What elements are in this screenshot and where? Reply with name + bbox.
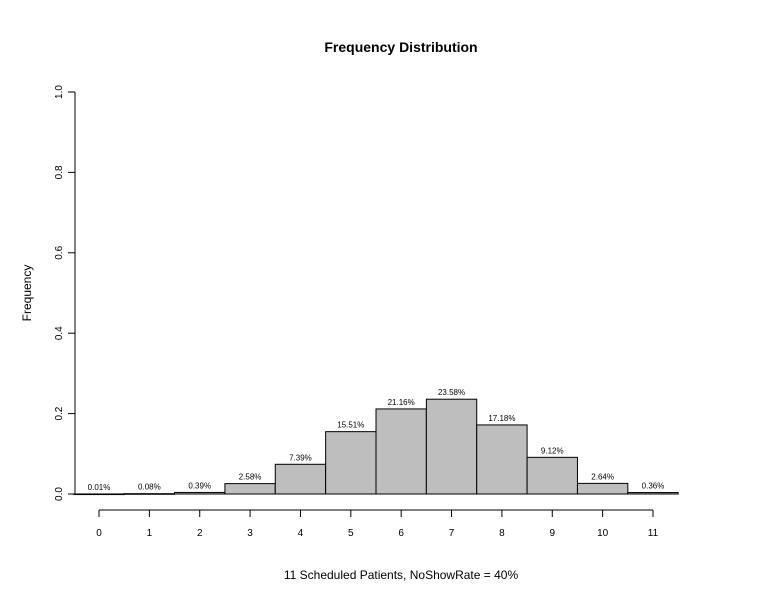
data-label: 17.18% <box>488 414 515 423</box>
x-tick-label: 2 <box>197 528 203 539</box>
bar <box>425 398 478 495</box>
bar <box>476 424 528 495</box>
bar <box>627 492 679 495</box>
y-tick-label: 1.0 <box>54 85 65 99</box>
bar <box>325 431 377 495</box>
data-label: 7.39% <box>289 453 312 462</box>
y-tick-label: 0.4 <box>54 326 65 340</box>
data-label: 0.08% <box>138 483 161 492</box>
x-tick-label: 0 <box>96 528 102 539</box>
y-tick-label: 0.6 <box>54 245 65 259</box>
data-label: 23.58% <box>438 388 465 397</box>
data-label: 2.64% <box>591 472 614 481</box>
data-label: 21.16% <box>388 398 415 407</box>
data-label: 0.39% <box>188 481 211 490</box>
data-label: 9.12% <box>541 446 564 455</box>
x-tick-label: 3 <box>247 528 253 539</box>
data-label: 2.58% <box>239 473 262 482</box>
x-tick-label: 8 <box>499 528 505 539</box>
x-tick-label: 6 <box>398 528 404 539</box>
bar <box>375 408 427 495</box>
y-axis-label: Frequency <box>20 265 34 322</box>
bar <box>73 493 125 496</box>
bar <box>224 483 276 495</box>
data-label: 0.01% <box>88 483 111 492</box>
bar <box>123 493 176 495</box>
bar <box>174 491 226 495</box>
y-tick-label: 0.0 <box>54 487 65 501</box>
bar <box>274 463 327 495</box>
x-tick-label: 9 <box>549 528 555 539</box>
y-tick-label: 0.8 <box>54 165 65 179</box>
chart-title: Frequency Distribution <box>324 39 477 55</box>
x-tick-label: 7 <box>449 528 455 539</box>
x-tick-label: 1 <box>147 528 153 539</box>
data-label: 0.36% <box>642 482 665 491</box>
data-label: 15.51% <box>337 421 364 430</box>
y-tick-label: 0.2 <box>54 406 65 420</box>
bar <box>576 482 629 495</box>
x-tick-label: 10 <box>597 528 609 539</box>
x-tick-label: 11 <box>648 528 659 539</box>
x-tick-label: 4 <box>298 528 304 539</box>
x-tick-label: 5 <box>348 528 354 539</box>
bar <box>526 456 578 495</box>
x-axis-label: 11 Scheduled Patients, NoShowRate = 40% <box>284 568 519 582</box>
